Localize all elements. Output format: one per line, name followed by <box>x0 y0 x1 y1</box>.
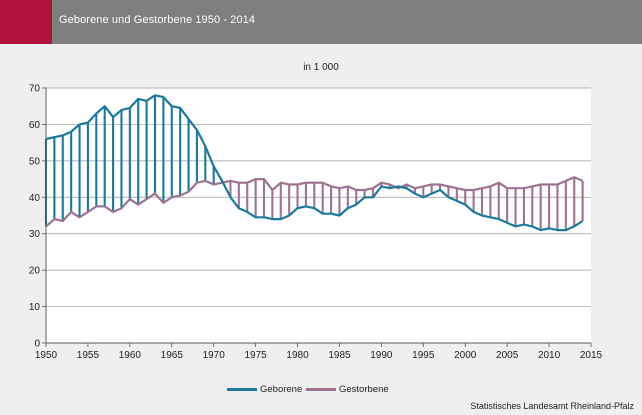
y-tick-label: 10 <box>29 302 41 313</box>
x-tick-label: 1955 <box>77 350 100 361</box>
legend-item-deaths: Gestorbene <box>306 384 389 395</box>
y-tick-label: 0 <box>34 339 40 350</box>
y-tick-label: 30 <box>29 229 41 240</box>
header-accent-block <box>0 0 52 44</box>
x-tick-label: 2015 <box>580 350 603 361</box>
legend: Geborene Gestorbene <box>0 384 642 398</box>
header-bar: Geborene und Gestorbene 1950 - 2014 <box>0 0 642 44</box>
x-tick-label: 1990 <box>370 350 393 361</box>
x-tick-label: 1985 <box>328 350 351 361</box>
y-tick-label: 40 <box>29 193 41 204</box>
page-title: Geborene und Gestorbene 1950 - 2014 <box>59 14 256 26</box>
plot-area <box>46 88 591 343</box>
legend-label-deaths: Gestorbene <box>339 384 389 395</box>
y-tick-label: 50 <box>29 156 41 167</box>
y-tick-label: 20 <box>29 266 41 277</box>
series-line-gestorbene <box>45 176 584 228</box>
legend-swatch-deaths <box>306 388 336 391</box>
legend-label-births: Geborene <box>260 384 303 395</box>
source-note: Statistisches Landesamt Rheinland-Pfalz <box>470 401 634 411</box>
x-tick-label: 1965 <box>161 350 184 361</box>
x-tick-label: 2000 <box>454 350 477 361</box>
grid-layer <box>46 87 591 343</box>
x-tick-label: 1975 <box>244 350 267 361</box>
chart-subtitle: in 1 000 <box>303 62 339 73</box>
x-tick-label: 1970 <box>203 350 226 361</box>
y-tick-label: 70 <box>29 84 41 95</box>
y-tick-label: 60 <box>29 120 41 131</box>
x-tick-label: 1980 <box>286 350 309 361</box>
series-layer <box>45 94 584 232</box>
series-line-geborene <box>45 94 584 232</box>
legend-swatch-births <box>227 388 257 391</box>
x-tick-label: 2005 <box>496 350 519 361</box>
x-tick-label: 2010 <box>538 350 561 361</box>
x-tick-label: 1995 <box>412 350 435 361</box>
hatch-layer <box>44 95 584 231</box>
legend-item-births: Geborene <box>227 384 302 395</box>
axis-layer: 0 10 20 30 40 50 60 70 1950 1955 1960 1965 1970 1975 1… <box>29 84 603 362</box>
x-tick-label: 1960 <box>119 350 142 361</box>
x-tick-label: 1950 <box>35 350 58 361</box>
